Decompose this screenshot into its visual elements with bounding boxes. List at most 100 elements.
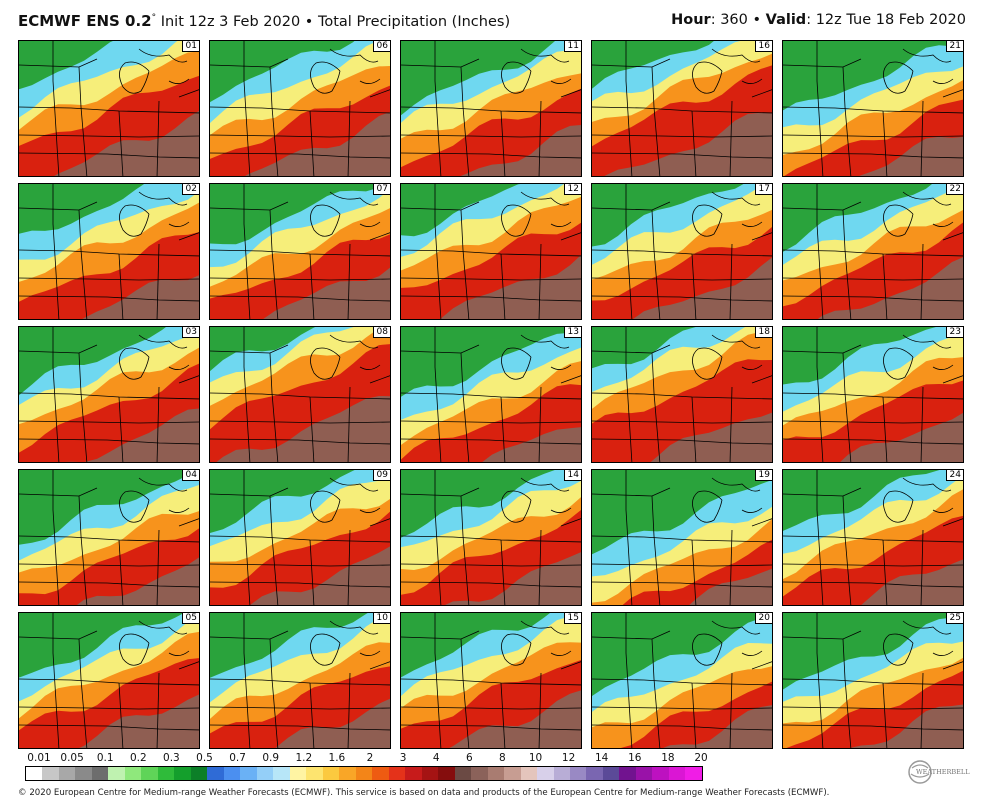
colorbar-swatch (421, 767, 439, 780)
precip-map (210, 184, 390, 319)
colorbar-swatch (438, 767, 455, 780)
colorbar-swatch (537, 767, 554, 780)
member-number: 09 (372, 470, 390, 481)
state-boundaries (783, 613, 963, 748)
state-boundaries (592, 613, 772, 748)
hour-label: Hour (671, 12, 711, 28)
precip-map (783, 613, 963, 748)
colorbar-swatch (372, 767, 389, 780)
precipitation-colorbar (25, 766, 703, 781)
member-panel: 03 (18, 326, 200, 463)
precip-map (19, 613, 199, 748)
precip-map (592, 184, 772, 319)
member-panel: 14 (400, 469, 582, 606)
precip-map (401, 470, 581, 605)
state-boundaries (592, 470, 772, 605)
state-boundaries (210, 327, 390, 462)
colorbar-swatch (652, 767, 669, 780)
colorbar-tick-label: 0.05 (60, 752, 84, 764)
member-number: 15 (563, 613, 581, 624)
colorbar-swatch (42, 767, 59, 780)
colorbar-swatch (520, 767, 538, 780)
colorbar-tick-label: 0.3 (163, 752, 180, 764)
precip-map (592, 327, 772, 462)
member-number: 07 (372, 184, 390, 195)
colorbar-swatch (668, 767, 686, 780)
precip-map (783, 470, 963, 605)
member-number: 23 (945, 327, 963, 338)
colorbar-tick-label: 1.6 (328, 752, 346, 764)
colorbar-swatch (454, 767, 472, 780)
member-panel: 06 (209, 40, 391, 177)
state-boundaries (592, 184, 772, 319)
colorbar-swatch (58, 767, 76, 780)
precip-map (19, 41, 199, 176)
state-boundaries (592, 327, 772, 462)
member-panel: 24 (782, 469, 964, 606)
state-boundaries (19, 470, 199, 605)
title-bullet: • (304, 14, 314, 30)
colorbar-swatch (339, 767, 356, 780)
colorbar-swatch (141, 767, 158, 780)
colorbar-swatch (108, 767, 125, 780)
state-boundaries (210, 613, 390, 748)
member-number: 11 (563, 41, 581, 52)
member-panel: 15 (400, 612, 582, 749)
colorbar-tick-label: 0.1 (96, 752, 114, 764)
member-number: 18 (754, 327, 772, 338)
state-boundaries (783, 327, 963, 462)
colorbar-tick-label: 0.7 (229, 752, 246, 764)
precip-band (244, 112, 390, 176)
colorbar-swatch (207, 767, 224, 780)
member-number: 17 (754, 184, 772, 195)
colorbar-swatch (602, 767, 620, 780)
member-panel: 10 (209, 612, 391, 749)
member-number: 04 (181, 470, 199, 481)
precip-band (82, 275, 199, 319)
member-number: 16 (754, 41, 772, 52)
member-panel: 18 (591, 326, 773, 463)
precip-band (662, 705, 772, 748)
colorbar-swatch (471, 767, 488, 780)
colorbar-tick-label: 12 (561, 752, 576, 764)
product-name: Total Precipitation (Inches) (317, 14, 511, 30)
colorbar-swatch (273, 767, 290, 780)
precip-band (817, 257, 963, 319)
state-boundaries (401, 470, 581, 605)
member-panel: 13 (400, 326, 582, 463)
member-number: 21 (945, 41, 963, 52)
member-number: 10 (372, 613, 390, 624)
member-panel: 01 (18, 40, 200, 177)
colorbar-swatch (157, 767, 175, 780)
member-number: 13 (563, 327, 581, 338)
member-panel: 17 (591, 183, 773, 320)
colorbar-swatch (504, 767, 521, 780)
colorbar-swatch (240, 767, 257, 780)
colorbar-swatch (256, 767, 274, 780)
valid-label: Valid (765, 12, 807, 28)
precip-map (783, 184, 963, 319)
colorbar-tick-label: 0.9 (262, 752, 280, 764)
colorbar-tick-label: 1.2 (295, 752, 313, 764)
member-number: 05 (181, 613, 199, 624)
precip-band (840, 412, 963, 462)
member-number: 25 (945, 613, 963, 624)
precip-map (783, 327, 963, 462)
precip-map (592, 41, 772, 176)
state-boundaries (401, 613, 581, 748)
precip-band (849, 704, 963, 748)
colorbar-swatch (306, 767, 323, 780)
precip-map (19, 184, 199, 319)
precip-band (482, 427, 581, 462)
state-boundaries (783, 184, 963, 319)
colorbar-swatch (190, 767, 208, 780)
member-number: 22 (945, 184, 963, 195)
member-number: 14 (563, 470, 581, 481)
state-boundaries (210, 41, 390, 176)
precip-band (444, 552, 581, 605)
member-panel: 11 (400, 40, 582, 177)
colorbar-tick-label: 14 (595, 752, 609, 764)
model-name: ECMWF ENS 0.2 (18, 12, 152, 30)
colorbar-tick-label: 0.5 (196, 752, 213, 764)
member-number: 08 (372, 327, 390, 338)
